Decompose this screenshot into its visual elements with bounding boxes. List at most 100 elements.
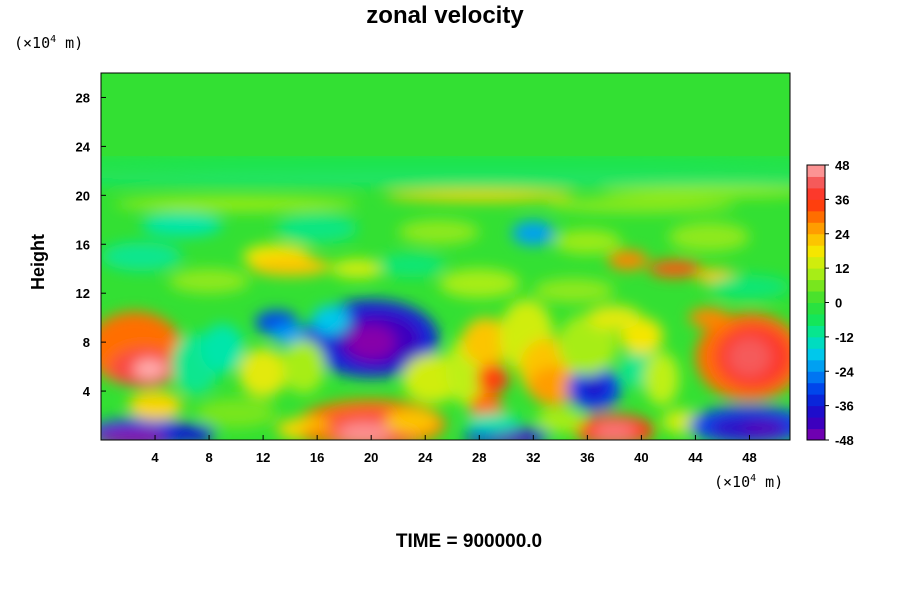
field-blob [644, 351, 680, 406]
x-tick-label: 16 [310, 450, 324, 465]
field-blob [533, 278, 615, 303]
field-blob [161, 424, 216, 440]
colorbar-tick-label: 36 [835, 192, 849, 207]
plot-area [101, 73, 790, 440]
field-blob [384, 409, 439, 434]
field-blob [476, 364, 509, 394]
x-tick-label: 8 [205, 450, 212, 465]
field-blob [461, 317, 511, 367]
x-tick-label: 28 [472, 450, 486, 465]
field-blob [141, 212, 223, 237]
colorbar-tick-label: -36 [835, 399, 854, 414]
x-tick-label: 32 [526, 450, 540, 465]
colorbar-tick-label: 24 [835, 227, 850, 242]
field-blob [398, 219, 480, 245]
colorbar-swatch [807, 165, 825, 177]
field-blob [492, 431, 534, 440]
field-blob [465, 413, 520, 433]
colorbar-swatch [807, 233, 825, 246]
field-blob [282, 339, 326, 394]
field-blob [133, 359, 166, 379]
colorbar-swatch [807, 291, 825, 303]
field-blob [114, 196, 358, 212]
colorbar-swatch [807, 222, 825, 235]
field-blob [438, 268, 520, 299]
colorbar-swatch [807, 176, 825, 189]
field-blob [101, 174, 790, 185]
field-blob [742, 421, 784, 437]
colorbar-swatch [807, 405, 825, 418]
time-label: TIME = 900000.0 [395, 531, 543, 552]
colorbar-tick-label: -12 [835, 330, 854, 345]
colorbar-swatch [807, 359, 825, 372]
field-blob [536, 408, 585, 433]
field-blob [579, 376, 609, 401]
x-tick-label: 36 [580, 450, 594, 465]
field-blob [330, 258, 385, 279]
x-tick-label: 40 [634, 450, 648, 465]
field-blob [101, 241, 183, 272]
colorbar-tick-label: -24 [835, 364, 855, 379]
colorbar: 48 36 24 12 0 -12 -24 -36 -48 [806, 158, 855, 448]
colorbar-tick-label: 48 [835, 158, 849, 173]
field-blob [195, 398, 277, 428]
y-tick-label: 24 [76, 139, 91, 154]
colorbar-tick-label: 12 [835, 261, 849, 276]
x-tick-label: 20 [364, 450, 378, 465]
colorbar-swatch [807, 417, 825, 430]
colorbar-swatch [807, 279, 825, 292]
colorbar-swatch [807, 187, 825, 200]
x-tick-label: 4 [151, 450, 159, 465]
field-blob [271, 325, 310, 345]
field-blob [276, 213, 358, 244]
colorbar-swatch [807, 428, 825, 441]
field-blob [546, 197, 736, 213]
x-tick-label: 12 [256, 450, 270, 465]
colorbar-swatch [807, 336, 825, 349]
plot-frame [100, 72, 791, 441]
field-blob [101, 427, 176, 440]
field-blob [337, 422, 392, 440]
colorbar-swatch [807, 348, 825, 361]
colorbar-swatch [807, 325, 825, 338]
field-blob [346, 325, 396, 360]
field-blob [592, 421, 636, 440]
field-blob [600, 186, 790, 197]
y-tick-label: 16 [76, 237, 90, 252]
field-blob [727, 337, 772, 377]
colorbar-swatch [807, 382, 825, 395]
field-blob [311, 305, 350, 335]
colorbar-swatch [807, 256, 825, 269]
field-blob [168, 268, 250, 294]
y-axis-unit: (×104 m) [14, 34, 84, 52]
field-blob [377, 252, 446, 278]
colorbar-swatch [807, 268, 825, 281]
field-blob [607, 250, 649, 270]
colorbar-swatch [807, 199, 825, 212]
field-blob [587, 305, 642, 330]
y-tick-label: 20 [76, 188, 90, 203]
field-blob [553, 229, 622, 255]
chart-title: zonal velocity [366, 2, 524, 29]
colorbar-swatch [807, 394, 825, 407]
field-blob [384, 189, 574, 202]
colorbar-swatch [807, 302, 825, 315]
field-blob [648, 260, 703, 278]
field-blob [708, 274, 790, 300]
field-blob [238, 348, 288, 398]
field-blob [300, 427, 339, 440]
colorbar-tick-label: 0 [835, 296, 842, 311]
colorbar-swatch [807, 245, 825, 258]
y-tick-label: 8 [83, 335, 90, 350]
field-blob [688, 307, 730, 328]
field-blob [128, 391, 183, 421]
colorbar-swatch [807, 313, 825, 326]
field-blob [200, 323, 245, 373]
y-tick-label: 12 [76, 286, 90, 301]
x-tick-label: 44 [688, 450, 703, 465]
field-blob [249, 256, 331, 277]
field-blob [557, 313, 618, 376]
x-axis-unit: (×104 m) [714, 473, 784, 491]
field-blob [668, 222, 750, 252]
